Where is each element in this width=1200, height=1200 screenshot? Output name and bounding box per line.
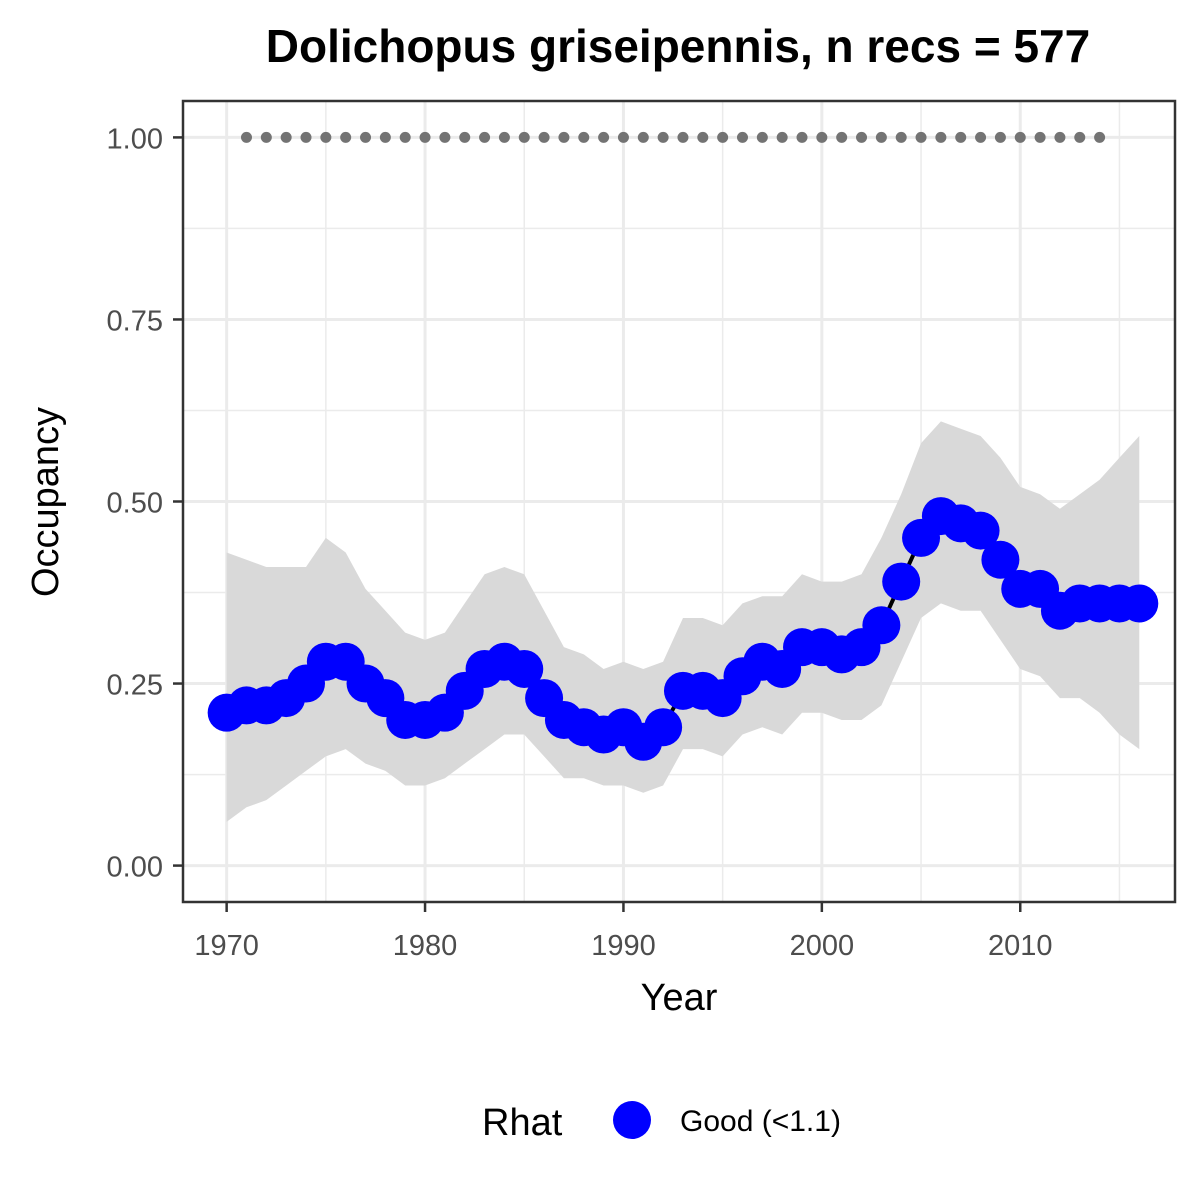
chart-title: Dolichopus griseipennis, n recs = 577 <box>266 20 1090 72</box>
reference-point <box>736 131 748 143</box>
reference-point <box>697 131 709 143</box>
reference-point <box>598 131 610 143</box>
x-tick-label: 2000 <box>790 930 855 962</box>
reference-point <box>1014 131 1026 143</box>
x-tick-label: 1980 <box>393 930 458 962</box>
y-tick-label: 0.25 <box>107 670 163 702</box>
y-tick-label: 1.00 <box>107 123 163 155</box>
reference-point <box>677 131 689 143</box>
reference-point <box>419 131 431 143</box>
reference-point <box>518 131 530 143</box>
reference-point <box>240 131 252 143</box>
y-axis-ticks: 0.00 0.25 0.50 0.75 1.00 <box>107 123 183 884</box>
reference-point <box>558 131 570 143</box>
occupancy-point <box>644 708 683 747</box>
reference-point <box>379 131 391 143</box>
reference-point <box>856 131 868 143</box>
plot-panel <box>181 99 1177 904</box>
occupancy-point <box>981 540 1020 579</box>
reference-point <box>538 131 550 143</box>
reference-point <box>915 131 927 143</box>
reference-point <box>975 131 987 143</box>
x-tick-label: 1990 <box>591 930 656 962</box>
reference-point <box>479 131 491 143</box>
reference-point <box>875 131 887 143</box>
reference-point <box>955 131 967 143</box>
y-tick-label: 0.00 <box>107 852 163 884</box>
legend-key-good <box>613 1101 651 1139</box>
occupancy-point <box>882 562 921 601</box>
y-axis-title: Occupancy <box>25 407 67 597</box>
reference-point <box>935 131 947 143</box>
reference-point <box>1094 131 1106 143</box>
reference-point <box>1034 131 1046 143</box>
reference-point <box>776 131 788 143</box>
x-tick-label: 1970 <box>194 930 259 962</box>
legend-label-good: Good (<1.1) <box>680 1105 841 1138</box>
reference-point <box>994 131 1006 143</box>
reference-point <box>657 131 669 143</box>
reference-point <box>895 131 907 143</box>
reference-point <box>340 131 352 143</box>
reference-point <box>300 131 312 143</box>
y-tick-label: 0.75 <box>107 305 163 337</box>
reference-point <box>617 131 629 143</box>
legend: Rhat Good (<1.1) <box>482 1101 841 1144</box>
reference-point <box>816 131 828 143</box>
reference-point <box>260 131 272 143</box>
reference-point <box>399 131 411 143</box>
reference-point <box>637 131 649 143</box>
occupancy-point <box>862 606 901 645</box>
x-tick-label: 2010 <box>988 930 1053 962</box>
occupancy-point <box>505 649 544 688</box>
occupancy-point <box>1120 584 1159 623</box>
reference-point <box>578 131 590 143</box>
reference-point <box>1054 131 1066 143</box>
legend-title: Rhat <box>482 1102 563 1144</box>
reference-point <box>1074 131 1086 143</box>
x-axis-title: Year <box>641 977 718 1019</box>
reference-point <box>280 131 292 143</box>
reference-point <box>756 131 768 143</box>
occupancy-point <box>961 511 1000 550</box>
reference-point <box>717 131 729 143</box>
reference-point <box>360 131 372 143</box>
y-tick-label: 0.50 <box>107 488 163 520</box>
reference-point <box>320 131 332 143</box>
reference-point <box>459 131 471 143</box>
reference-point <box>836 131 848 143</box>
reference-point <box>498 131 510 143</box>
reference-point <box>796 131 808 143</box>
x-axis-ticks: 1970 1980 1990 2000 2010 <box>194 902 1053 962</box>
reference-point <box>439 131 451 143</box>
